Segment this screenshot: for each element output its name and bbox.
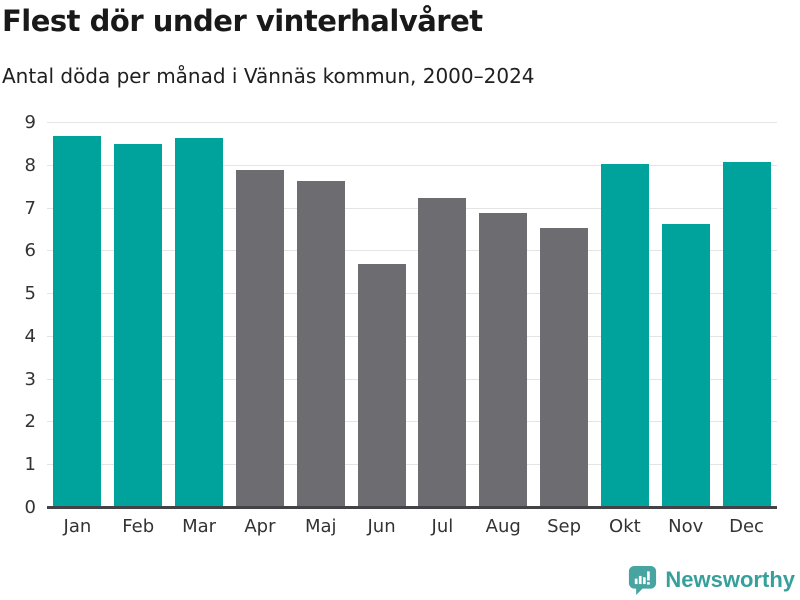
x-tick-label: Aug (485, 516, 521, 537)
y-tick-label: 0 (24, 497, 36, 518)
bar-sep (540, 227, 589, 508)
bar-feb (114, 144, 163, 508)
bar-apr (235, 170, 284, 508)
x-tick-label: Sep (547, 516, 581, 537)
bar-maj (296, 180, 345, 508)
y-tick-label: 4 (24, 325, 36, 347)
bar-slot (229, 123, 290, 508)
bar-slot (412, 123, 473, 508)
gridline (47, 250, 777, 252)
x-tick-label: Nov (668, 516, 704, 537)
newsworthy-logo-icon (629, 565, 657, 595)
x-tick-label: Dec (729, 516, 764, 537)
bar-dec (722, 161, 771, 508)
bar-slot (290, 123, 351, 508)
bar-jul (418, 197, 467, 508)
y-tick-label: 6 (24, 240, 36, 262)
x-tick-label: Jul (431, 516, 454, 537)
y-tick-label: 7 (24, 197, 36, 219)
x-axis-labels: Jan Feb Mar Apr Maj Jun Jul Aug Sep Okt Nov Dec (47, 516, 777, 537)
bar-slot (594, 123, 655, 508)
x-tick-label: Mar (182, 516, 217, 537)
bar-slot (108, 123, 169, 508)
brand-footer: Newsworthy (628, 565, 795, 595)
x-tick-label: Jan (63, 516, 92, 537)
bar-slot (169, 123, 230, 508)
gridline (47, 421, 777, 423)
bar-aug (479, 212, 528, 508)
brand-name: Newsworthy (665, 567, 795, 592)
bar-mar (175, 137, 224, 508)
bar-slot (716, 123, 777, 508)
gridline (47, 464, 777, 466)
x-tick-label: Jun (367, 516, 396, 537)
x-tick-label: Maj (304, 516, 337, 537)
plot-area (47, 122, 777, 509)
gridline (47, 207, 777, 209)
y-tick-label: 1 (24, 454, 36, 476)
gridline (47, 293, 777, 295)
y-tick-label: 9 (24, 112, 36, 133)
chart-title: Flest dör under vinterhalvåret (2, 4, 483, 38)
gridline (47, 335, 777, 337)
bar-slot (473, 123, 534, 508)
gridline (47, 164, 777, 166)
y-tick-label: 8 (24, 154, 36, 176)
bar-slot (351, 123, 412, 508)
gridline (47, 378, 777, 380)
y-axis-labels: 0 1 2 3 4 5 6 7 8 9 (0, 114, 36, 517)
bar-jun (357, 264, 406, 508)
bar-slot (534, 123, 595, 508)
bars (47, 123, 777, 508)
x-axis-line (47, 506, 777, 509)
x-tick-label: Okt (609, 516, 641, 537)
bar-okt (600, 163, 649, 508)
bar-slot (47, 123, 108, 508)
y-tick-label: 5 (24, 283, 36, 305)
chart-subtitle: Antal döda per månad i Vännäs kommun, 20… (2, 64, 535, 88)
bar-nov (661, 223, 710, 508)
gridline (47, 122, 777, 123)
y-tick-label: 2 (24, 411, 36, 433)
x-tick-label: Feb (122, 516, 155, 537)
y-tick-label: 3 (24, 368, 36, 390)
gridlines (47, 122, 777, 508)
bar-slot (655, 123, 716, 508)
x-tick-label: Apr (244, 516, 276, 537)
bar-jan (53, 135, 102, 508)
